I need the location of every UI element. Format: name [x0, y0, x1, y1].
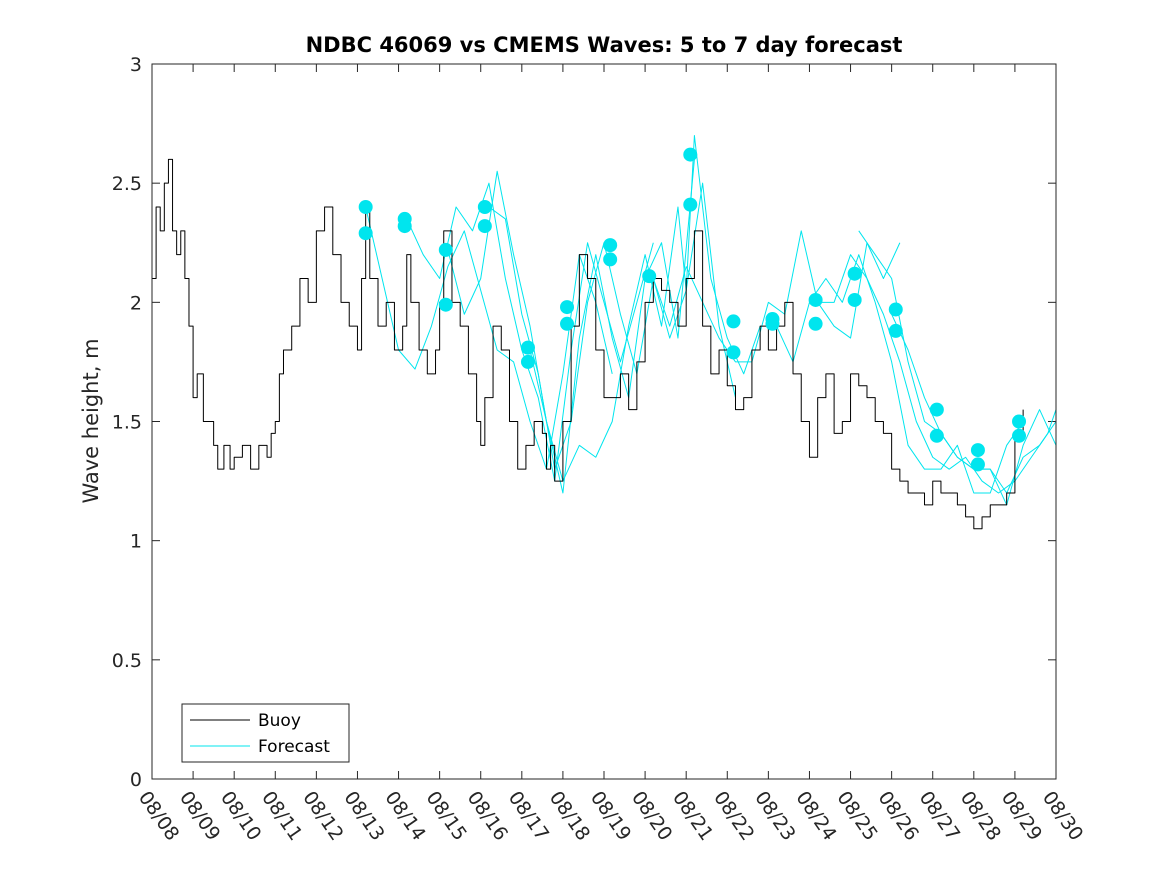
y-tick-label: 0	[130, 769, 142, 791]
x-tick-label: 08/29	[997, 787, 1046, 844]
x-tick-label: 08/18	[545, 787, 594, 844]
legend-box	[181, 703, 350, 763]
forecast-marker	[929, 428, 944, 443]
x-tick-label: 08/10	[216, 787, 265, 844]
x-tick-label: 08/25	[832, 787, 881, 844]
x-tick-label: 08/16	[463, 787, 512, 844]
x-tick-label: 08/20	[627, 787, 676, 844]
forecast-marker	[1012, 414, 1027, 429]
series-line-buoy	[152, 158, 1024, 530]
forecast-marker	[683, 147, 698, 162]
x-tick-label: 08/23	[750, 787, 799, 844]
forecast-marker	[726, 314, 741, 329]
series-line-forecast-run-7	[776, 254, 1024, 494]
forecast-marker	[642, 269, 657, 284]
forecast-marker	[888, 302, 903, 317]
marker-layer	[358, 147, 1027, 472]
y-tick-labels: 0 0.5 1 1.5 2 2.5 3	[112, 54, 142, 791]
forecast-marker	[847, 292, 862, 307]
y-tick-label: 2.5	[112, 173, 142, 195]
y-tick-label: 0.5	[112, 650, 142, 672]
forecast-marker	[477, 219, 492, 234]
x-tick-label: 08/30	[1038, 787, 1087, 844]
forecast-marker	[560, 316, 575, 331]
x-tick-label: 08/26	[874, 787, 923, 844]
forecast-marker	[438, 297, 453, 312]
forecast-marker	[808, 316, 823, 331]
forecast-marker	[970, 457, 985, 472]
series-line-forecast-run-6	[652, 230, 901, 363]
forecast-marker	[603, 252, 618, 267]
forecast-marker	[970, 443, 985, 458]
x-tick-label: 08/09	[175, 787, 224, 844]
legend-label-buoy: Buoy	[258, 711, 301, 731]
x-tick-label: 08/14	[380, 787, 429, 844]
chart-title: NDBC 46069 vs CMEMS Waves: 5 to 7 day fo…	[306, 33, 903, 57]
forecast-marker	[1012, 428, 1027, 443]
forecast-marker	[888, 323, 903, 338]
y-tick-label: 1	[130, 531, 142, 553]
series-line-forecast-run-1	[365, 206, 613, 470]
forecast-marker	[726, 345, 741, 360]
x-tick-label: 08/15	[422, 787, 471, 844]
axes-box	[151, 63, 1057, 780]
legend-label-forecast: Forecast	[258, 737, 330, 757]
y-tick-label: 1.5	[112, 412, 142, 434]
plot-background	[152, 64, 1056, 779]
series-line-forecast-run-2	[406, 182, 654, 482]
forecast-marker	[603, 238, 618, 253]
y-tick-label: 3	[130, 54, 142, 76]
x-tick-label: 08/13	[339, 787, 388, 844]
x-tick-labels: 08/0808/0908/1008/1108/1208/1308/1408/15…	[134, 787, 1087, 844]
forecast-marker	[808, 292, 823, 307]
forecast-marker	[560, 300, 575, 315]
x-tick-label: 08/22	[709, 787, 758, 844]
forecast-marker	[765, 316, 780, 331]
y-axis-label: Wave height, m	[79, 338, 103, 503]
forecast-marker	[358, 200, 373, 214]
forecast-marker	[438, 242, 453, 257]
forecast-marker	[847, 266, 862, 281]
series-line-forecast-run-8	[817, 254, 1057, 494]
forecast-marker	[683, 197, 698, 212]
forecast-marker	[358, 226, 373, 241]
x-tick-label: 08/08	[134, 787, 183, 844]
x-tick-label: 08/21	[668, 787, 717, 844]
x-tick-label: 08/12	[298, 787, 347, 844]
forecast-marker	[477, 200, 492, 214]
x-tick-label: 08/24	[791, 787, 840, 844]
x-tick-label: 08/19	[586, 787, 635, 844]
forecast-marker	[520, 354, 535, 369]
x-tick-label: 08/27	[915, 787, 964, 844]
y-tick-label: 2	[130, 292, 142, 314]
x-tick-label: 08/17	[504, 787, 553, 844]
forecast-marker	[520, 340, 535, 355]
x-tick-label: 08/28	[956, 787, 1005, 844]
legend: Buoy Forecast	[181, 703, 350, 763]
x-tick-label: 08/11	[257, 787, 306, 844]
forecast-marker	[929, 402, 944, 417]
forecast-marker	[397, 219, 412, 234]
